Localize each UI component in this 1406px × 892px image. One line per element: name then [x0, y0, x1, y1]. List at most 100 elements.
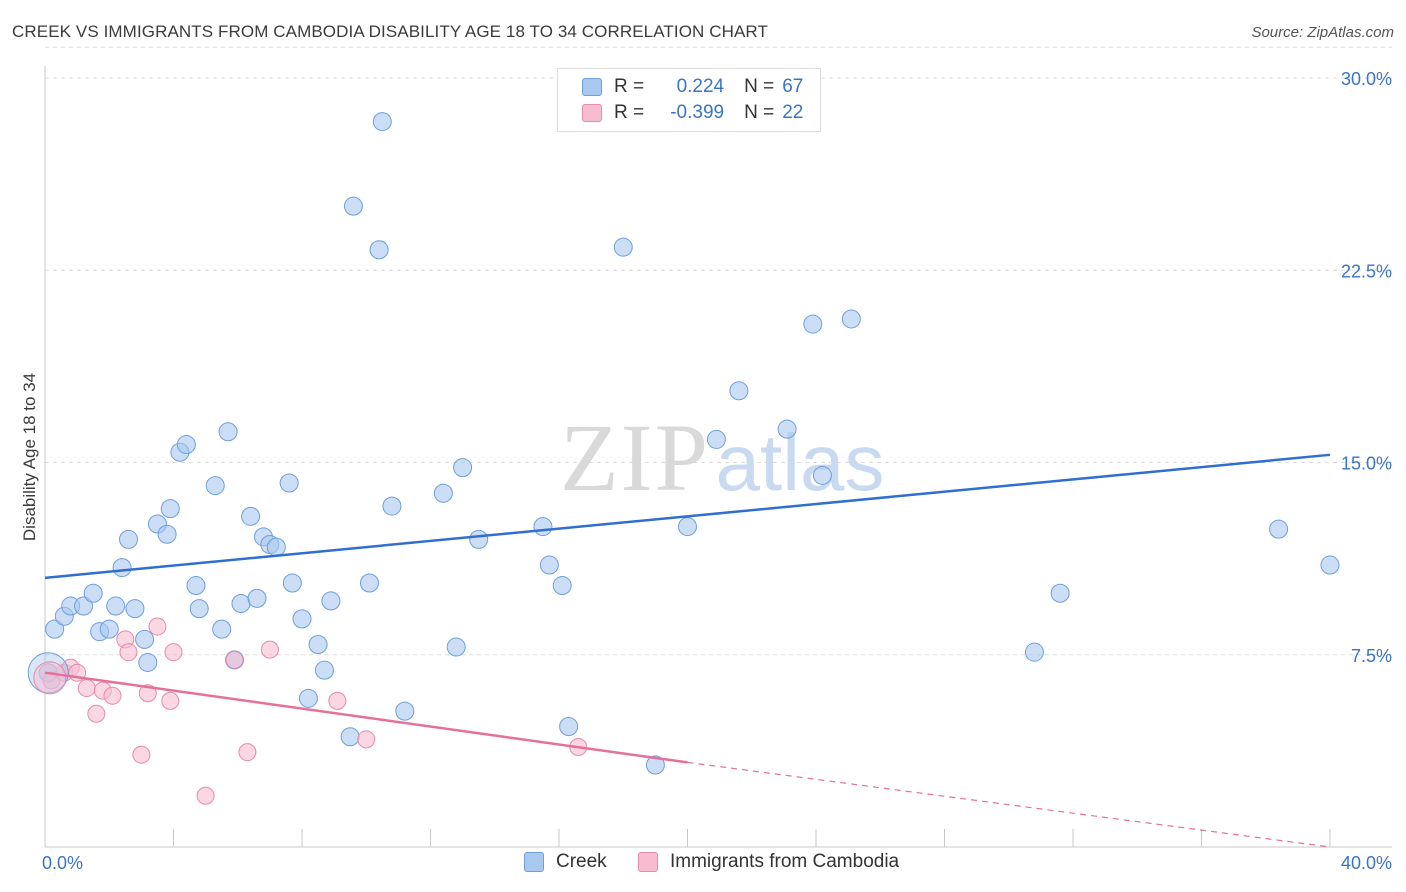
cambodia-point	[132, 745, 151, 764]
creek-point	[298, 688, 318, 708]
series-legend: Creek Immigrants from Cambodia	[0, 851, 1406, 877]
gridlines	[45, 46, 1392, 656]
creek-point	[138, 652, 158, 672]
creek-point	[160, 499, 180, 519]
cambodia-point	[77, 679, 96, 698]
y-tick-label: 7.5%	[1351, 646, 1392, 666]
cambodia-point	[328, 691, 347, 710]
creek-point	[382, 496, 402, 516]
creek-point	[83, 583, 103, 603]
legend-item-creek[interactable]: Creek	[524, 851, 607, 873]
legend-row-cambodia: R = -0.399 N = 22	[558, 100, 803, 126]
creek-point	[777, 419, 797, 439]
creek-point	[321, 591, 341, 611]
creek-point	[841, 309, 861, 329]
creek-point	[125, 599, 145, 619]
creek-trend-line	[44, 453, 1331, 580]
creek-point	[1050, 583, 1070, 603]
legend-swatch-cambodia	[638, 852, 658, 872]
creek-point	[469, 529, 489, 549]
creek-point	[645, 755, 665, 775]
cambodia-point	[119, 643, 138, 662]
watermark-zip: ZIP	[560, 404, 710, 511]
creek-point	[218, 422, 238, 442]
creek-point	[812, 465, 832, 485]
creek-point	[369, 240, 389, 260]
creek-point	[189, 599, 209, 619]
legend-row-creek: R = 0.224 N = 67	[558, 74, 803, 100]
creek-point	[212, 619, 232, 639]
creek-point	[231, 593, 251, 613]
watermark-atlas: atlas	[716, 418, 885, 507]
legend-r-value: -0.399	[670, 102, 725, 123]
cambodia-point	[87, 704, 106, 723]
creek-point	[112, 558, 132, 578]
creek-point	[706, 429, 726, 449]
creek-point	[74, 596, 94, 616]
x-tick-label: 40.0%	[1341, 853, 1392, 873]
creek-point	[282, 573, 302, 593]
creek-point	[157, 524, 177, 544]
creek-point	[395, 701, 415, 721]
cambodia-point	[164, 643, 183, 662]
creek-point	[433, 483, 453, 503]
chart-title: CREEK VS IMMIGRANTS FROM CAMBODIA DISABI…	[12, 22, 768, 41]
creek-point	[729, 381, 749, 401]
creek-point	[343, 196, 363, 216]
creek-point	[247, 588, 267, 608]
creek-point	[135, 629, 155, 649]
creek-point	[99, 619, 119, 639]
creek-point	[314, 660, 334, 680]
creek-point	[559, 717, 579, 737]
creek-point	[205, 476, 225, 496]
creek-point	[186, 576, 206, 596]
creek-point	[613, 237, 633, 257]
legend-r-label: R =	[614, 76, 645, 97]
x-tick-label: 0.0%	[42, 853, 83, 873]
creek-point	[453, 458, 473, 478]
legend-r-label: R =	[614, 102, 645, 123]
cambodia-point	[138, 684, 157, 703]
creek-point	[176, 435, 196, 455]
creek-point	[266, 537, 286, 557]
creek-point	[533, 517, 553, 537]
creek-point	[292, 609, 312, 629]
legend-r-value: 0.224	[676, 76, 725, 97]
creek-point	[678, 517, 697, 537]
y-tick-label: 22.5%	[1341, 261, 1392, 281]
creek-point	[340, 727, 360, 747]
creek-point	[803, 314, 823, 334]
cambodia-point	[238, 743, 257, 762]
legend-item-cambodia[interactable]: Immigrants from Cambodia	[638, 851, 899, 873]
legend-label-cambodia: Immigrants from Cambodia	[670, 851, 900, 872]
cambodia-point	[103, 686, 122, 705]
cambodia-point	[161, 691, 180, 710]
creek-point	[539, 555, 559, 575]
legend-n-value: 67	[782, 76, 804, 97]
creek-point	[1320, 555, 1340, 575]
creek-point	[446, 637, 466, 657]
cambodia-point	[225, 650, 244, 669]
creek-point	[359, 573, 379, 593]
creek-point	[106, 596, 126, 616]
creek-point	[1024, 642, 1044, 662]
creek-point	[241, 506, 261, 526]
legend-swatch-creek	[524, 852, 544, 872]
legend-n-label: N =	[744, 102, 775, 123]
cambodia-point	[148, 617, 167, 636]
cambodia-trend-extension	[687, 761, 1331, 848]
cambodia-point	[196, 786, 215, 805]
y-tick-label: 30.0%	[1341, 69, 1392, 89]
trend-lines	[44, 453, 1331, 848]
creek-point	[279, 473, 299, 493]
tick-labels: 7.5% 15.0% 22.5% 30.0% 0.0% 40.0%	[42, 69, 1392, 873]
cambodia-trend-line	[44, 671, 688, 764]
cambodia-point	[260, 640, 279, 659]
legend-n-value: 22	[782, 102, 804, 123]
axes	[44, 66, 1392, 848]
creek-point	[552, 576, 572, 596]
creek-point	[119, 529, 139, 549]
legend-label-creek: Creek	[556, 851, 607, 872]
creek-point	[372, 112, 392, 132]
creek-point	[1269, 519, 1289, 539]
